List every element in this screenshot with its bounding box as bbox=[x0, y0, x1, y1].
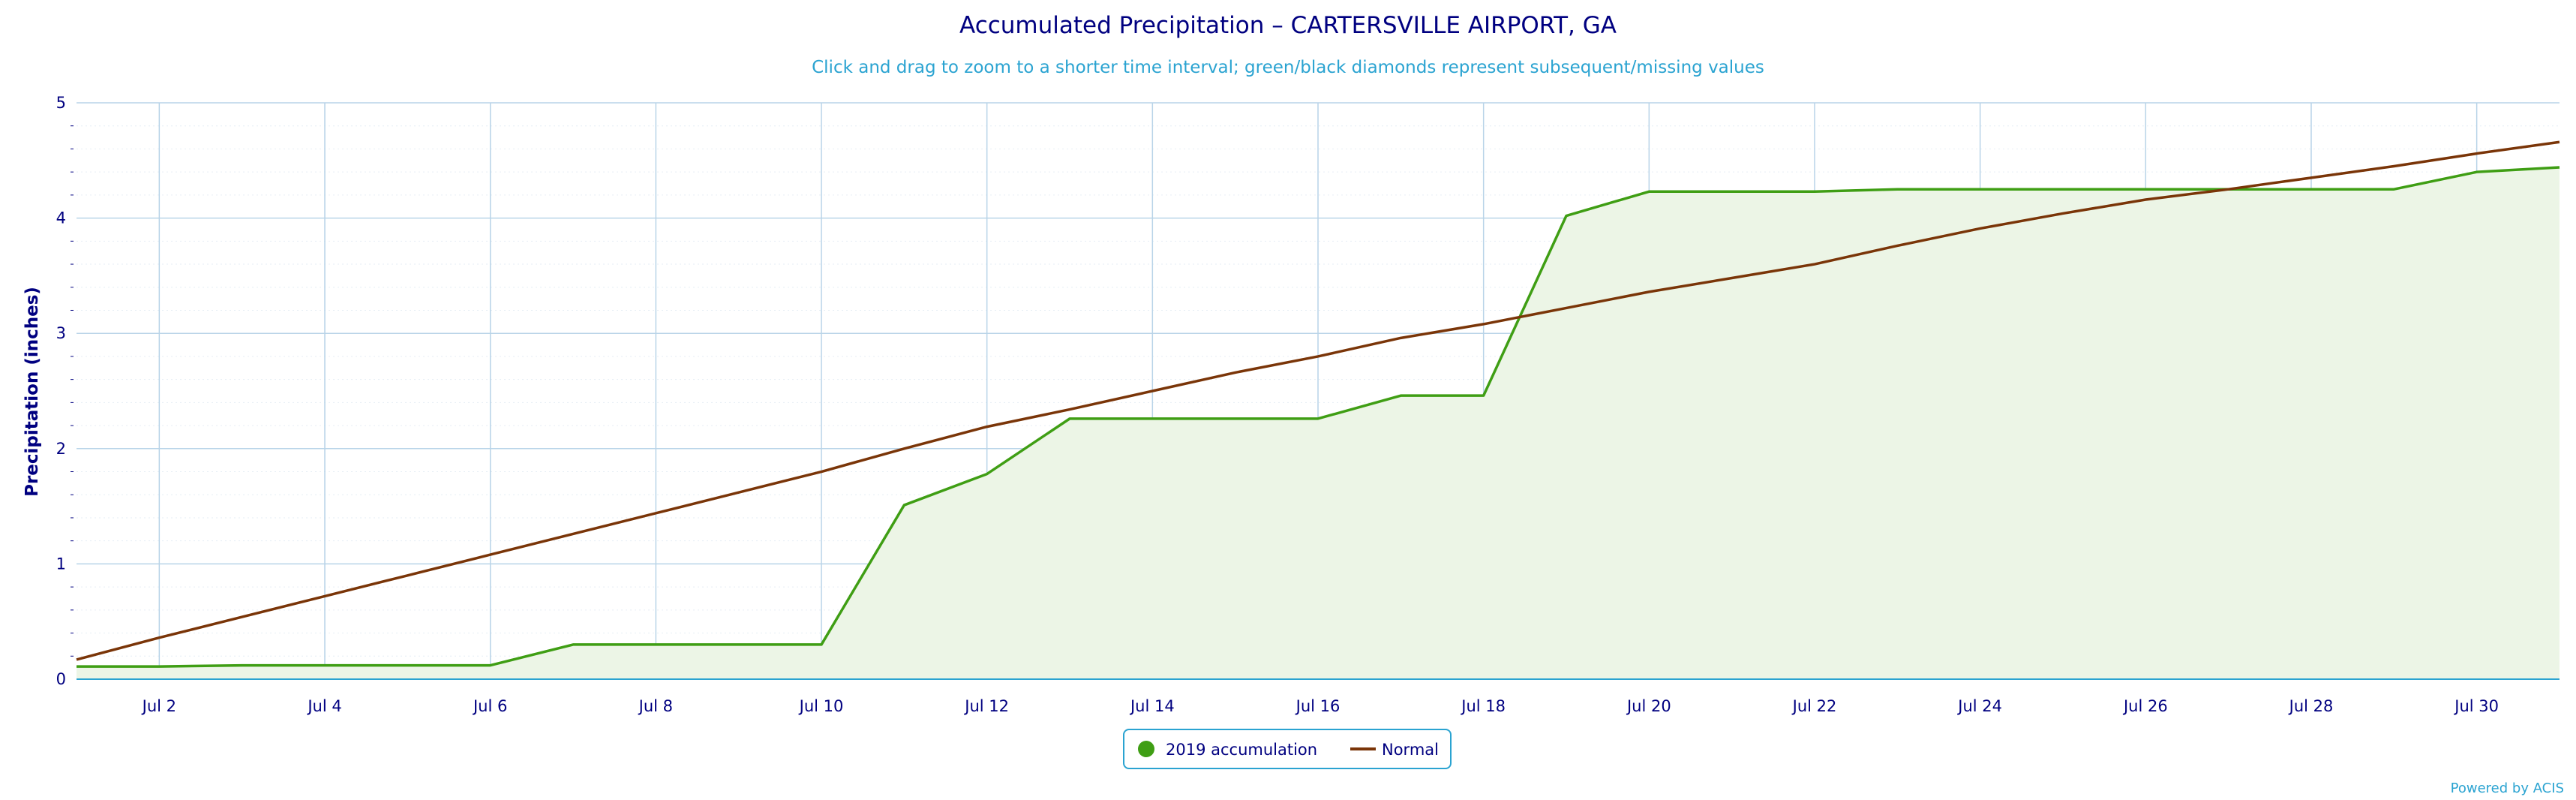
data-point-2019-accumulation[interactable] bbox=[817, 640, 826, 649]
x-tick-label: Jul 28 bbox=[2288, 697, 2334, 715]
chart-subtitle: Click and drag to zoom to a shorter time… bbox=[812, 58, 1764, 77]
data-point-normal[interactable] bbox=[1810, 260, 1819, 269]
legend-item-normal[interactable]: Normal bbox=[1350, 741, 1439, 759]
data-point-2019-accumulation[interactable] bbox=[1893, 185, 1902, 194]
chart-title: Accumulated Precipitation – CARTERSVILLE… bbox=[959, 12, 1617, 39]
data-point-normal[interactable] bbox=[1893, 241, 1902, 250]
series-line-2019-accumulation[interactable] bbox=[77, 166, 2560, 668]
x-tick-label: Jul 2 bbox=[141, 697, 176, 715]
x-tick-label: Jul 30 bbox=[2453, 697, 2499, 715]
data-point-2019-accumulation[interactable] bbox=[734, 640, 743, 649]
data-point-normal[interactable] bbox=[2555, 137, 2564, 146]
legend: 2019 accumulation Normal bbox=[1123, 729, 1452, 769]
data-point-normal[interactable] bbox=[1728, 273, 1737, 282]
series-line-normal[interactable] bbox=[76, 140, 2560, 661]
y-axis-title: Precipitation (inches) bbox=[23, 287, 42, 497]
data-point-2019-accumulation[interactable] bbox=[1728, 187, 1737, 196]
data-point-2019-accumulation[interactable] bbox=[2307, 185, 2316, 194]
x-tick-label: Jul 20 bbox=[1626, 697, 1671, 715]
y-tick-label: 2 bbox=[56, 440, 66, 458]
data-point-normal[interactable] bbox=[2224, 185, 2233, 194]
axes: 0 1 2 3 4 5 Jul 2 Jul 4 Jul 6 Jul 8 Jul 10 Jul 12 Ju… bbox=[56, 94, 2559, 715]
data-point-normal[interactable] bbox=[1065, 405, 1074, 414]
data-point-2019-accumulation[interactable] bbox=[155, 662, 164, 671]
data-point-2019-accumulation[interactable] bbox=[320, 661, 329, 670]
plot-area[interactable] bbox=[72, 137, 2564, 680]
x-tick-label: Jul 10 bbox=[798, 697, 844, 715]
x-tick-label: Jul 6 bbox=[472, 697, 507, 715]
data-point-2019-accumulation[interactable] bbox=[2472, 167, 2481, 176]
data-point-2019-accumulation[interactable] bbox=[569, 640, 578, 649]
data-point-normal[interactable] bbox=[155, 633, 164, 642]
data-point-2019-accumulation[interactable] bbox=[1148, 414, 1157, 423]
data-point-normal[interactable] bbox=[486, 550, 495, 559]
legend-label-normal: Normal bbox=[1382, 741, 1439, 759]
x-tick-label: Jul 18 bbox=[1460, 697, 1506, 715]
legend-item-2019-accumulation[interactable]: 2019 accumulation bbox=[1138, 741, 1317, 759]
data-point-normal[interactable] bbox=[2058, 209, 2067, 218]
data-point-normal[interactable] bbox=[1644, 287, 1653, 296]
data-point-normal[interactable] bbox=[817, 468, 826, 477]
data-point-normal[interactable] bbox=[1231, 368, 1240, 377]
data-point-normal[interactable] bbox=[1479, 320, 1488, 329]
x-tick-label: Jul 26 bbox=[2122, 697, 2168, 715]
data-point-2019-accumulation[interactable] bbox=[1810, 187, 1819, 196]
y-tick-label: 1 bbox=[56, 555, 66, 573]
data-point-normal[interactable] bbox=[2141, 195, 2150, 204]
data-point-2019-accumulation[interactable] bbox=[486, 661, 495, 670]
data-point-normal[interactable] bbox=[1148, 386, 1157, 395]
x-tick-label: Jul 24 bbox=[1956, 697, 2002, 715]
data-point-2019-accumulation[interactable] bbox=[1644, 187, 1653, 196]
data-point-2019-accumulation[interactable] bbox=[2555, 163, 2564, 172]
data-point-2019-accumulation[interactable] bbox=[1479, 391, 1488, 400]
data-point-normal[interactable] bbox=[2307, 173, 2316, 182]
data-point-normal[interactable] bbox=[1314, 352, 1323, 361]
data-point-normal[interactable] bbox=[651, 509, 660, 518]
data-point-2019-accumulation[interactable] bbox=[899, 501, 908, 510]
data-point-2019-accumulation[interactable] bbox=[1231, 414, 1240, 423]
data-point-normal[interactable] bbox=[899, 444, 908, 453]
x-tick-label: Jul 4 bbox=[306, 697, 341, 715]
data-point-2019-accumulation[interactable] bbox=[238, 661, 247, 670]
data-point-normal[interactable] bbox=[734, 488, 743, 497]
data-point-normal[interactable] bbox=[983, 423, 992, 432]
data-point-2019-accumulation[interactable] bbox=[2058, 185, 2067, 194]
data-point-normal[interactable] bbox=[569, 529, 578, 538]
data-point-normal[interactable] bbox=[2472, 149, 2481, 158]
x-tick-label: Jul 16 bbox=[1295, 697, 1341, 715]
y-tick-label: 4 bbox=[56, 209, 66, 227]
data-point-2019-accumulation[interactable] bbox=[983, 470, 992, 479]
series-area-2019-accumulation bbox=[77, 167, 2559, 680]
data-point-normal[interactable] bbox=[1976, 224, 1985, 233]
data-point-2019-accumulation[interactable] bbox=[651, 640, 660, 649]
data-point-2019-accumulation[interactable] bbox=[1065, 414, 1074, 423]
legend-label-2019-accumulation: 2019 accumulation bbox=[1166, 741, 1317, 759]
credits-link[interactable]: Powered by ACIS bbox=[2451, 780, 2564, 796]
data-point-2019-accumulation[interactable] bbox=[2389, 185, 2398, 194]
data-point-normal[interactable] bbox=[1562, 303, 1571, 312]
data-point-2019-accumulation[interactable] bbox=[1976, 185, 1985, 194]
y-tick-label: 0 bbox=[56, 670, 66, 688]
data-point-normal[interactable] bbox=[238, 612, 247, 621]
legend-box bbox=[1123, 729, 1452, 769]
data-point-2019-accumulation[interactable] bbox=[2141, 185, 2150, 194]
x-tick-label: Jul 14 bbox=[1129, 697, 1175, 715]
data-point-2019-accumulation[interactable] bbox=[1396, 391, 1405, 400]
x-tick-label: Jul 8 bbox=[638, 697, 673, 715]
data-point-normal[interactable] bbox=[1396, 333, 1405, 342]
data-point-2019-accumulation[interactable] bbox=[1562, 212, 1571, 221]
data-point-2019-accumulation[interactable] bbox=[1314, 414, 1323, 423]
data-point-2019-accumulation[interactable] bbox=[403, 661, 412, 670]
y-tick-label: 5 bbox=[56, 94, 66, 112]
data-point-normal[interactable] bbox=[2389, 161, 2398, 170]
x-tick-label: Jul 12 bbox=[963, 697, 1009, 715]
data-point-normal[interactable] bbox=[403, 571, 412, 580]
x-tick-label: Jul 22 bbox=[1791, 697, 1837, 715]
y-tick-label: 3 bbox=[56, 324, 66, 342]
legend-marker-2019-accumulation bbox=[1138, 741, 1154, 757]
data-point-normal[interactable] bbox=[320, 591, 329, 600]
